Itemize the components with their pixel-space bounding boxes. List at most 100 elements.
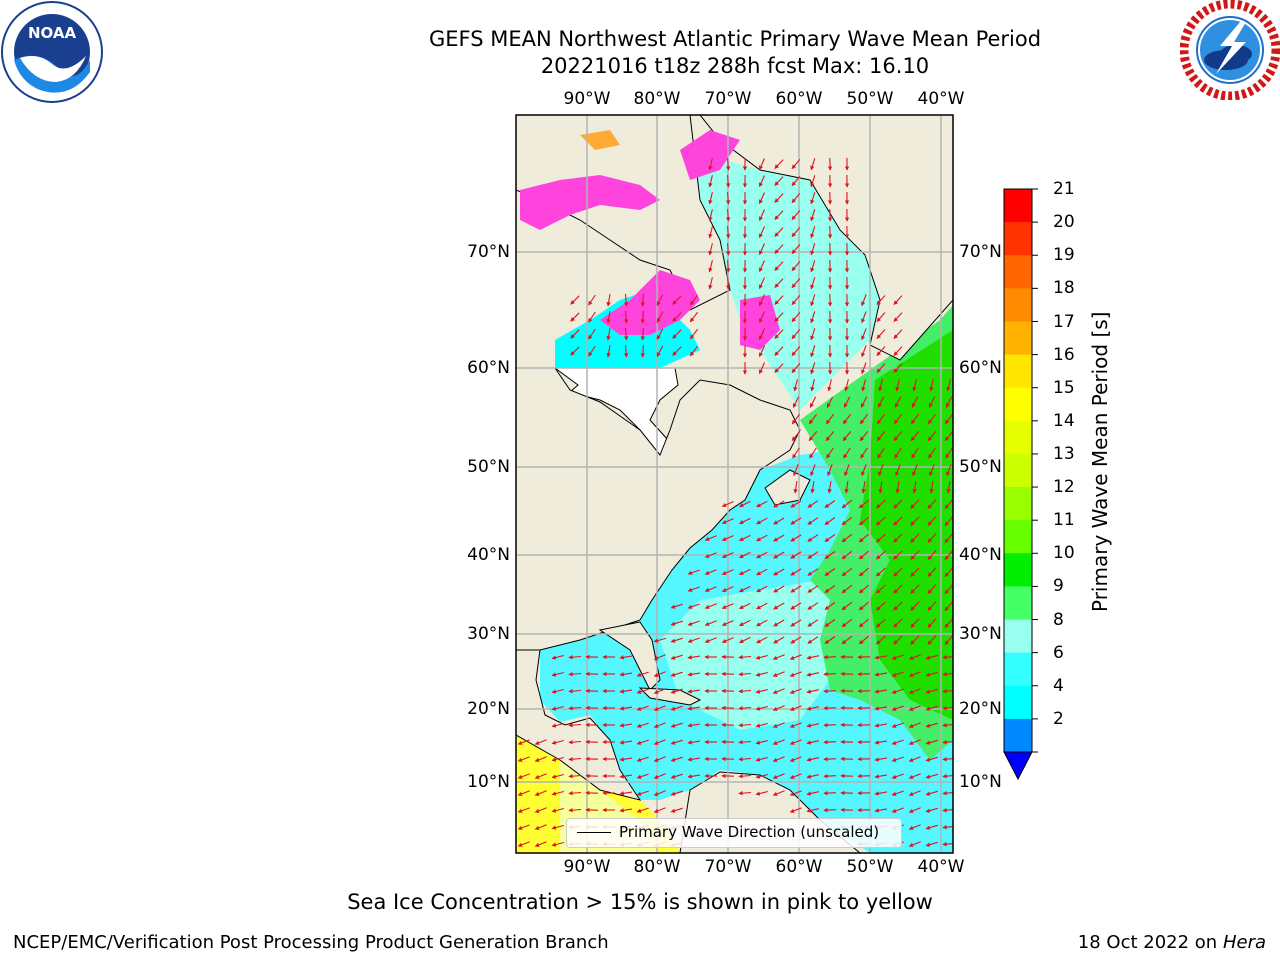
- wave-direction-arrow: [925, 773, 938, 779]
- wave-direction-arrow: [861, 345, 867, 358]
- colorbar-tick-label: 16: [1053, 344, 1075, 365]
- wave-direction-arrow: [810, 379, 815, 392]
- wave-direction-arrow: [858, 635, 869, 645]
- wave-direction-arrow: [774, 176, 784, 186]
- noaa-logo-text: NOAA: [28, 24, 77, 42]
- wave-direction-arrow: [653, 671, 666, 677]
- lat-label-right: 10°N: [959, 772, 1002, 792]
- wave-direction-arrow: [942, 740, 953, 745]
- wave-direction-arrow: [944, 635, 953, 646]
- wave-direction-arrow: [925, 705, 938, 711]
- wave-direction-arrow: [841, 601, 853, 611]
- footer-host: Hera: [1222, 932, 1266, 953]
- wave-direction-arrow: [772, 739, 785, 745]
- wave-direction-arrow: [893, 567, 903, 577]
- wave-direction-arrow: [570, 312, 580, 322]
- wave-direction-arrow: [773, 602, 785, 610]
- wave-direction-arrow: [773, 636, 785, 644]
- wave-direction-arrow: [619, 655, 632, 660]
- wave-direction-arrow: [672, 312, 682, 322]
- wave-direction-arrow: [773, 619, 785, 627]
- wave-direction-arrow: [858, 584, 869, 594]
- wave-direction-arrow: [806, 655, 820, 660]
- wave-direction-arrow: [945, 396, 953, 408]
- colorbar-segment: [1004, 321, 1032, 356]
- footer-date: 18 Oct 2022 on Hera: [1078, 932, 1266, 953]
- lon-label-bottom: 70°W: [704, 857, 752, 877]
- wave-direction-arrow: [807, 602, 819, 610]
- wave-direction-arrow: [772, 688, 785, 694]
- wave-direction-arrow: [774, 295, 784, 305]
- wave-direction-arrow: [929, 464, 935, 477]
- wave-direction-arrow: [774, 329, 784, 339]
- wave-direction-arrow: [774, 210, 784, 220]
- wave-direction-arrow: [534, 824, 547, 830]
- wave-direction-arrow: [912, 464, 918, 477]
- wave-direction-arrow: [606, 345, 611, 358]
- wave-direction-arrow: [928, 396, 936, 408]
- wave-direction-arrow: [891, 722, 904, 728]
- wave-direction-arrow: [810, 175, 816, 188]
- wave-direction-arrow: [551, 654, 564, 660]
- wave-direction-arrow: [810, 260, 816, 273]
- colorbar-tick-label: 18: [1053, 278, 1075, 299]
- wave-direction-arrow: [517, 756, 530, 762]
- wave-direction-arrow: [738, 774, 752, 779]
- wave-direction-arrow: [925, 790, 938, 796]
- wave-direction-arrow: [756, 602, 768, 610]
- wave-direction-arrow: [910, 533, 920, 543]
- wave-direction-arrow: [944, 567, 953, 578]
- wave-direction-arrow: [588, 311, 596, 323]
- wave-direction-arrow: [689, 311, 699, 323]
- wave-direction-arrow: [810, 362, 816, 375]
- wave-direction-arrow: [725, 225, 731, 239]
- wave-direction-arrow: [670, 773, 683, 779]
- wave-direction-arrow: [912, 481, 917, 494]
- wave-direction-arrow: [910, 431, 920, 442]
- wave-direction-arrow: [874, 808, 888, 813]
- wave-direction-arrow: [708, 277, 713, 290]
- wave-direction-arrow: [772, 790, 785, 796]
- wave-direction-arrow: [810, 328, 816, 341]
- wave-direction-arrow: [721, 603, 734, 609]
- wave-direction-arrow: [875, 635, 886, 645]
- wave-direction-arrow: [672, 346, 682, 356]
- colorbar-tick-label: 15: [1053, 377, 1075, 398]
- wave-direction-arrow: [568, 672, 582, 677]
- colorbar-under-triangle: [1003, 751, 1033, 781]
- wave-direction-arrow: [551, 841, 564, 847]
- wave-direction-arrow: [656, 294, 664, 306]
- wave-direction-arrow: [925, 671, 938, 677]
- wave-direction-arrow: [738, 791, 752, 796]
- wave-direction-arrow: [534, 739, 547, 745]
- land-greenland: [699, 115, 953, 361]
- wave-direction-arrow: [636, 807, 649, 813]
- lat-label-right: 20°N: [959, 699, 1002, 719]
- wave-direction-arrow: [588, 345, 596, 357]
- wave-direction-arrow: [791, 159, 801, 170]
- wave-direction-arrow: [568, 706, 582, 711]
- wave-direction-arrow: [758, 226, 766, 239]
- lon-label-top: 60°W: [775, 89, 823, 109]
- wave-direction-arrow: [858, 567, 869, 577]
- wave-direction-arrow: [908, 807, 921, 813]
- wave-direction-arrow: [843, 396, 851, 408]
- wave-direction-arrow: [534, 807, 547, 813]
- wave-direction-arrow: [568, 774, 582, 779]
- wave-direction-arrow: [874, 655, 888, 660]
- wave-direction-arrow: [534, 756, 547, 762]
- wave-direction-arrow: [944, 601, 953, 612]
- colorbar-segment: [1004, 189, 1032, 223]
- wave-direction-arrow: [721, 620, 734, 626]
- wave-direction-arrow: [823, 773, 837, 779]
- wave-direction-arrow: [758, 328, 766, 341]
- wave-direction-arrow: [738, 636, 751, 644]
- wave-direction-arrow: [687, 774, 700, 779]
- colorbar-tick-label: 6: [1053, 642, 1064, 663]
- wave-direction-arrow: [942, 842, 953, 847]
- wave-direction-arrow: [809, 447, 817, 459]
- wave-direction-arrow: [910, 618, 920, 628]
- wave-direction-arrow: [824, 585, 836, 593]
- wave-direction-arrow: [670, 705, 683, 711]
- wave-direction-arrow: [570, 346, 580, 356]
